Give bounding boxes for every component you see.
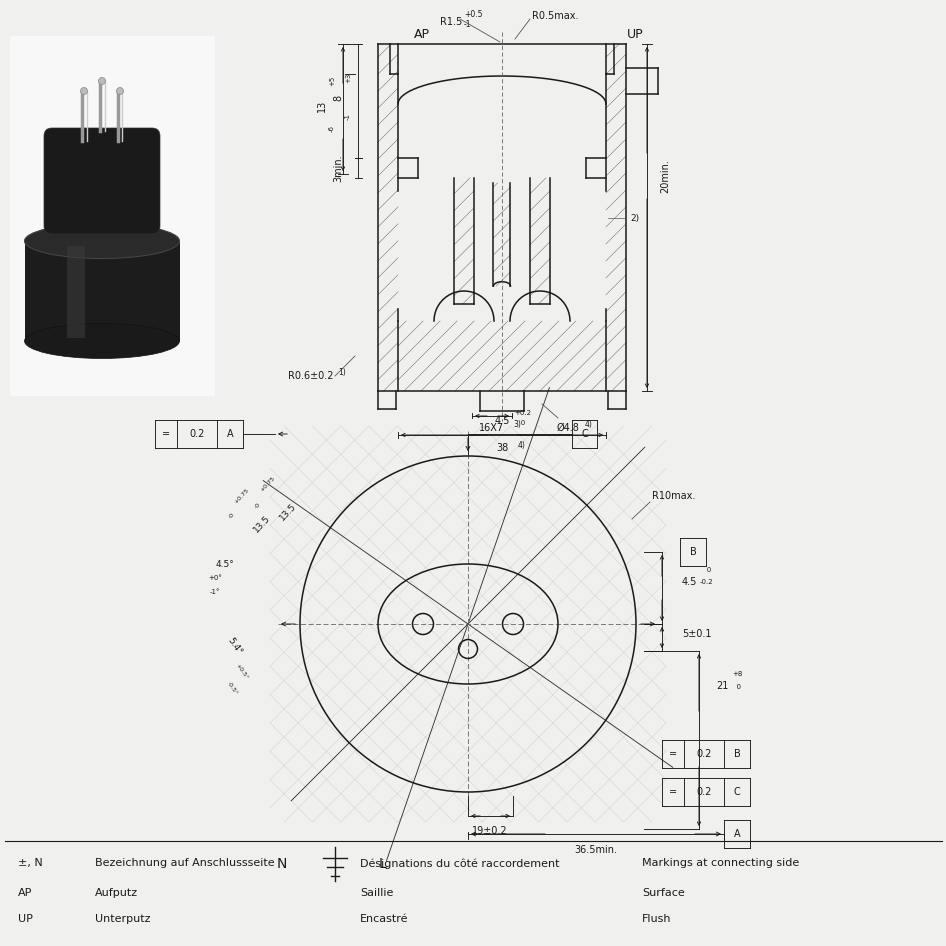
Text: +0.2: +0.2 [514,410,531,416]
Text: A: A [734,829,741,839]
Text: +5: +5 [329,76,335,86]
Text: 5.4°: 5.4° [226,636,244,657]
Text: Markings at connecting side: Markings at connecting side [642,858,799,868]
Text: +0.75: +0.75 [234,487,251,504]
Text: AP: AP [414,27,430,41]
Text: Encastré: Encastré [360,914,409,924]
Text: R0.5max.: R0.5max. [532,11,579,21]
Circle shape [116,87,124,95]
Text: 13.5: 13.5 [278,501,298,522]
Text: 13: 13 [317,100,327,113]
Text: =: = [669,787,677,797]
Text: 4.5: 4.5 [682,577,697,587]
Text: B: B [690,547,696,557]
Text: 4): 4) [518,441,526,449]
Circle shape [80,87,87,95]
Text: +0.5: +0.5 [464,9,482,19]
Text: +8: +8 [732,671,743,677]
Text: B: B [734,749,741,759]
Ellipse shape [25,324,180,359]
Text: Surface: Surface [642,888,685,898]
Text: R0.6±0.2: R0.6±0.2 [288,371,334,381]
Text: Flush: Flush [642,914,672,924]
FancyBboxPatch shape [67,246,85,338]
Text: A: A [227,429,234,439]
Text: +0.5°: +0.5° [235,663,249,681]
Text: UP: UP [18,914,33,924]
Text: Bezeichnung auf Anschlussseite: Bezeichnung auf Anschlussseite [95,858,274,868]
Text: 0.2: 0.2 [189,429,204,439]
Text: Saillie: Saillie [360,888,394,898]
Text: 4.5: 4.5 [495,416,511,426]
Text: Ø4.8: Ø4.8 [556,423,580,433]
Text: N: N [277,857,288,871]
Text: -0: -0 [228,512,236,520]
Text: Unterputz: Unterputz [95,914,150,924]
Text: 4.5°: 4.5° [216,559,235,569]
Text: 3min.: 3min. [333,154,343,182]
Text: -6: -6 [329,125,335,131]
Text: -0.5°: -0.5° [225,680,238,695]
Text: 5±0.1: 5±0.1 [682,629,711,639]
Text: 16X7: 16X7 [480,423,504,433]
Text: -0.2: -0.2 [700,579,713,585]
FancyBboxPatch shape [25,241,180,341]
Text: C: C [581,429,587,439]
Text: 20min.: 20min. [660,159,670,193]
Circle shape [98,78,106,84]
FancyBboxPatch shape [44,128,160,234]
Text: 36.5min.: 36.5min. [574,845,618,855]
Text: UP: UP [626,27,643,41]
Text: 1): 1) [338,367,345,377]
Text: 38: 38 [496,443,508,453]
Text: ±, N: ±, N [18,858,43,868]
Text: 13.5: 13.5 [252,514,272,534]
Text: Désignations du côté raccordement: Désignations du côté raccordement [360,858,559,868]
Text: =: = [162,429,170,439]
Text: 2): 2) [630,214,639,222]
Text: +0.75: +0.75 [260,475,276,493]
Text: L: L [378,857,386,871]
FancyBboxPatch shape [10,36,215,396]
Text: 4): 4) [585,419,593,429]
Text: Aufputz: Aufputz [95,888,138,898]
Text: -1°: -1° [210,589,220,595]
Text: 0: 0 [700,567,711,573]
Text: 0: 0 [514,420,525,426]
Text: 19±0.2: 19±0.2 [472,826,508,836]
Text: 3): 3) [513,419,521,429]
Text: -1: -1 [345,113,351,119]
Text: AP: AP [18,888,32,898]
Text: 8: 8 [333,95,343,101]
Text: 0.2: 0.2 [696,787,711,797]
Text: R10max.: R10max. [652,491,695,501]
Text: 0: 0 [732,684,741,690]
Text: -1: -1 [464,20,471,28]
Text: C: C [734,787,741,797]
Text: =: = [669,749,677,759]
Text: -0: -0 [254,502,262,510]
Ellipse shape [25,223,180,258]
Text: +3: +3 [345,73,351,83]
Text: 0.2: 0.2 [696,749,711,759]
Text: R1.5: R1.5 [440,17,462,27]
Text: +0°: +0° [208,575,222,581]
Text: 21: 21 [716,681,728,691]
